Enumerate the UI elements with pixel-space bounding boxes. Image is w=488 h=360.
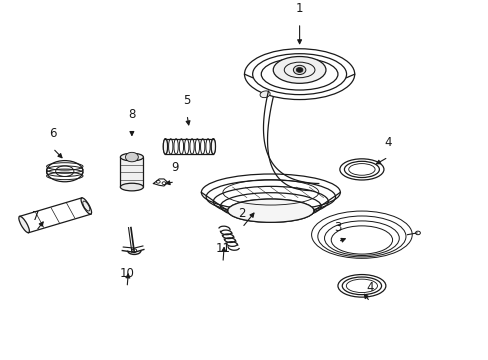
Ellipse shape — [19, 216, 29, 233]
Ellipse shape — [163, 139, 167, 154]
Text: 10: 10 — [120, 267, 134, 280]
Text: 9: 9 — [171, 161, 179, 174]
Ellipse shape — [211, 139, 215, 154]
Bar — [120, 157, 143, 187]
Ellipse shape — [260, 91, 269, 98]
Text: 2: 2 — [238, 207, 245, 220]
Text: 3: 3 — [334, 221, 341, 234]
Text: 1: 1 — [295, 2, 303, 15]
Ellipse shape — [273, 57, 325, 83]
Ellipse shape — [120, 183, 143, 191]
Text: 8: 8 — [128, 108, 135, 121]
Ellipse shape — [227, 199, 313, 222]
Circle shape — [293, 65, 305, 75]
Text: 5: 5 — [183, 94, 190, 107]
Text: 4: 4 — [366, 281, 373, 294]
Circle shape — [296, 67, 303, 72]
Text: 6: 6 — [49, 127, 57, 140]
Text: 11: 11 — [215, 242, 230, 255]
Circle shape — [125, 152, 138, 162]
Text: 7: 7 — [32, 210, 40, 224]
Text: 4: 4 — [384, 136, 391, 149]
Ellipse shape — [120, 153, 143, 161]
Ellipse shape — [81, 198, 91, 214]
